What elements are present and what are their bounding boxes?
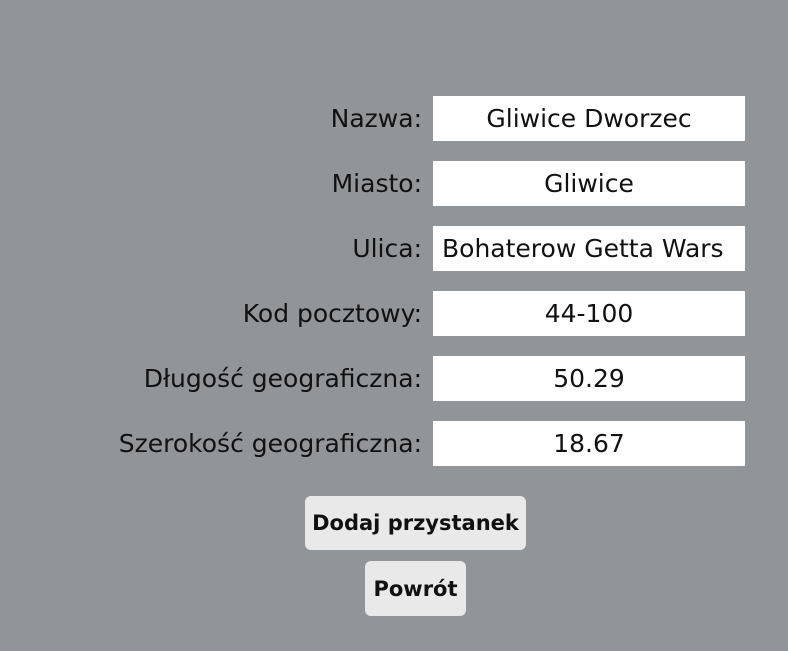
row-latitude: Szerokość geograficzna: (0, 421, 788, 466)
row-longitude: Długość geograficzna: (0, 356, 788, 401)
postal-code-input[interactable] (433, 291, 745, 336)
back-button[interactable]: Powrót (365, 561, 466, 616)
row-city: Miasto: (0, 161, 788, 206)
latitude-input[interactable] (433, 421, 745, 466)
add-stop-button[interactable]: Dodaj przystanek (305, 496, 526, 550)
latitude-label: Szerokość geograficzna: (118, 429, 422, 458)
city-label: Miasto: (331, 169, 422, 198)
row-postal-code: Kod pocztowy: (0, 291, 788, 336)
name-input[interactable] (433, 96, 745, 141)
row-name: Nazwa: (0, 96, 788, 141)
name-label: Nazwa: (330, 104, 422, 133)
row-street: Ulica: (0, 226, 788, 271)
city-input[interactable] (433, 161, 745, 206)
street-label: Ulica: (352, 234, 422, 263)
longitude-label: Długość geograficzna: (143, 364, 422, 393)
postal-code-label: Kod pocztowy: (242, 299, 422, 328)
street-input[interactable] (433, 226, 745, 271)
longitude-input[interactable] (433, 356, 745, 401)
